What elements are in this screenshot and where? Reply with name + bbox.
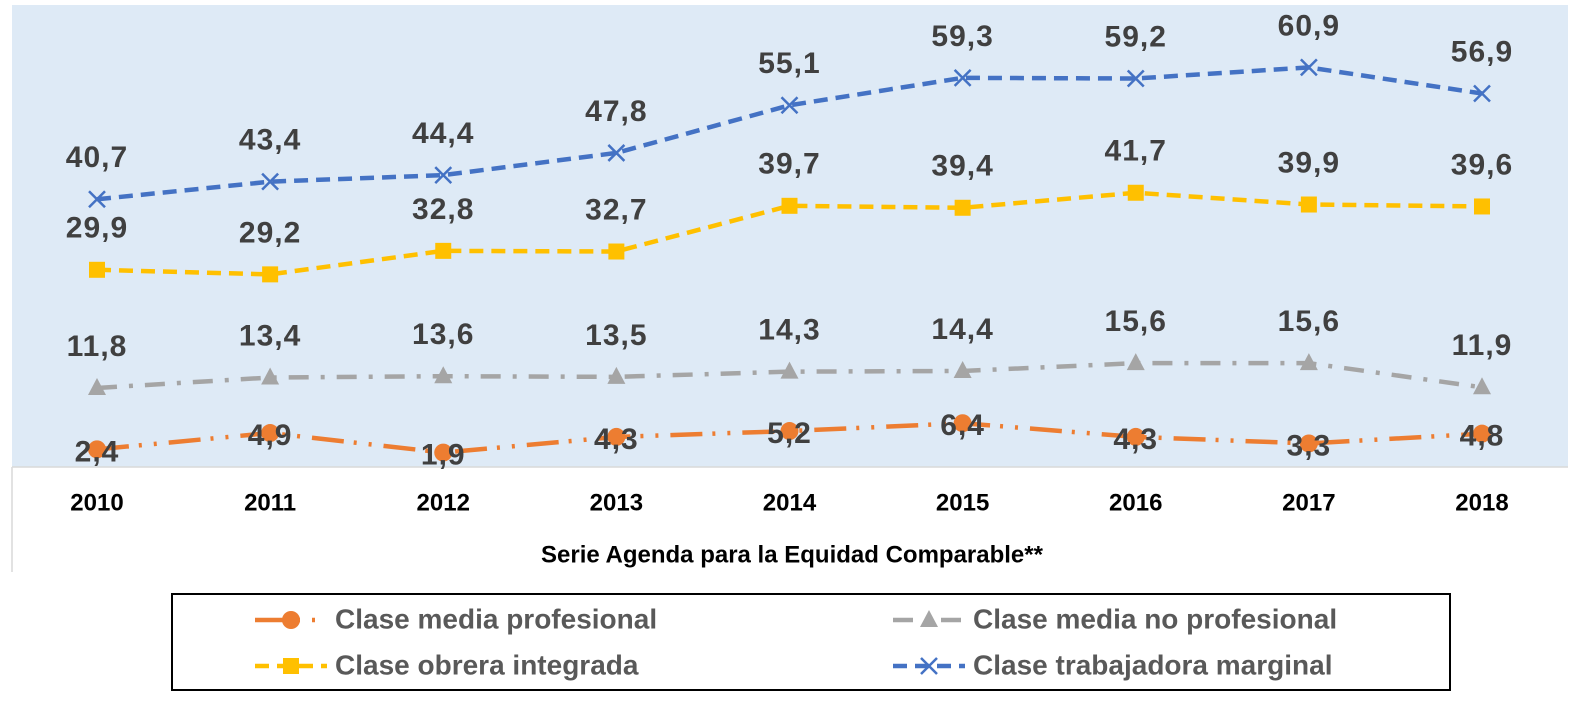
data-label: 11,9: [1452, 329, 1513, 362]
series-line: [96, 360, 1483, 391]
data-label: 14,4: [931, 313, 993, 346]
data-label: 41,7: [1105, 135, 1167, 168]
marker: [261, 172, 280, 191]
x-tick-label: 2014: [763, 489, 817, 516]
legend-box: [171, 593, 1451, 691]
data-label: 60,9: [1278, 9, 1340, 42]
data-label: 4,8: [1460, 420, 1505, 453]
series-line: [96, 65, 1483, 202]
marker: [1300, 196, 1317, 213]
marker: [954, 199, 971, 216]
legend-marker: [283, 658, 299, 674]
data-label: 56,9: [1451, 35, 1513, 68]
x-tick-label: 2015: [936, 489, 989, 516]
marker: [608, 243, 625, 260]
marker: [261, 424, 280, 443]
marker: [1473, 84, 1491, 103]
data-label: 55,1: [758, 47, 820, 80]
data-label: 47,8: [585, 95, 647, 128]
marker: [1126, 353, 1145, 371]
marker: [780, 422, 799, 441]
marker: [435, 242, 452, 259]
marker: [1474, 198, 1490, 215]
legend-label: Clase media profesional: [335, 603, 657, 634]
x-tick-label: 2017: [1282, 489, 1335, 516]
data-label: 59,2: [1105, 20, 1167, 53]
data-label: 13,4: [239, 319, 301, 352]
data-label: 15,6: [1105, 305, 1167, 338]
data-label: 32,8: [412, 193, 474, 226]
legend-marker: [920, 657, 938, 675]
legend-label: Clase trabajadora marginal: [973, 649, 1332, 680]
data-label: 43,4: [239, 124, 301, 157]
x-tick-label: 2012: [417, 489, 470, 516]
x-tick-label: 2013: [590, 489, 643, 516]
marker: [1126, 427, 1145, 446]
x-axis-title: Serie Agenda para la Equidad Comparable*…: [541, 541, 1044, 568]
legend-marker: [920, 610, 938, 627]
marker: [1127, 184, 1144, 201]
data-label: 13,6: [412, 318, 474, 351]
marker: [262, 266, 279, 283]
data-label: 39,6: [1451, 148, 1513, 181]
data-label: 40,7: [66, 141, 128, 174]
data-label: 13,5: [585, 319, 647, 352]
data-label: 59,3: [931, 20, 993, 53]
marker: [780, 361, 799, 379]
data-label: 39,4: [931, 150, 993, 183]
x-tick-label: 2016: [1109, 489, 1162, 516]
marker: [1299, 353, 1318, 371]
marker: [607, 144, 626, 162]
marker: [1473, 424, 1491, 443]
marker: [781, 197, 798, 214]
plot-area: [12, 5, 1568, 467]
data-label: 1,9: [421, 439, 466, 472]
data-label: 15,6: [1278, 305, 1340, 338]
marker: [780, 96, 799, 115]
marker: [1473, 377, 1491, 395]
data-label: 4,3: [1113, 423, 1158, 456]
data-label: 6,4: [940, 409, 985, 442]
data-label: 3,3: [1287, 429, 1332, 462]
data-label: 4,9: [248, 419, 293, 452]
data-label: 32,7: [585, 193, 647, 226]
data-label: 39,7: [758, 148, 820, 181]
marker: [1299, 434, 1318, 453]
marker: [88, 377, 106, 395]
marker: [434, 166, 453, 185]
series-line: [96, 420, 1483, 455]
data-label: 2,4: [75, 435, 120, 468]
x-tick-label: 2018: [1455, 489, 1508, 516]
marker: [953, 414, 972, 433]
marker: [88, 190, 106, 209]
data-label: 11,8: [67, 330, 128, 363]
marker: [1299, 58, 1318, 77]
marker: [607, 366, 626, 384]
marker: [1126, 69, 1145, 88]
marker: [89, 261, 105, 278]
marker: [953, 360, 972, 378]
legend-marker: [282, 611, 300, 629]
legend-label: Clase media no profesional: [973, 603, 1337, 634]
marker: [261, 367, 280, 385]
marker: [434, 366, 453, 384]
marker: [434, 443, 453, 462]
data-label: 5,2: [767, 417, 812, 450]
x-tick-label: 2011: [244, 489, 296, 516]
legend-label: Clase obrera integrada: [335, 649, 639, 680]
data-label: 29,2: [239, 216, 301, 249]
data-label: 39,9: [1278, 146, 1340, 179]
data-label: 4,3: [594, 423, 639, 456]
marker: [88, 440, 106, 459]
data-label: 44,4: [412, 117, 474, 150]
series-line: [96, 190, 1483, 277]
data-label: 14,3: [758, 314, 820, 347]
marker: [953, 68, 972, 87]
data-label: 29,9: [66, 212, 128, 245]
x-tick-label: 2010: [70, 489, 123, 516]
marker: [607, 427, 626, 446]
